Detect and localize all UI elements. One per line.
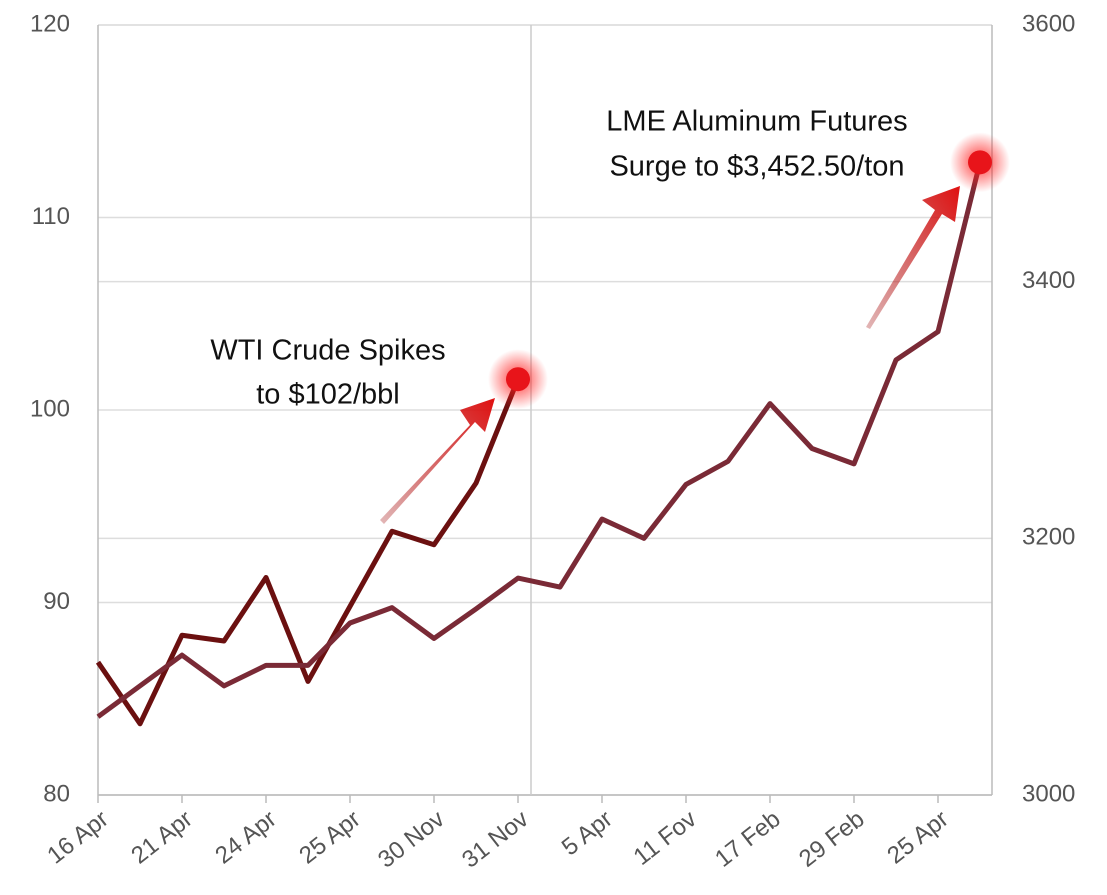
x-tick-label: 21 Apr <box>126 805 197 869</box>
annotation: to $102/bbl <box>256 379 400 411</box>
y-tick-label: 100 <box>30 395 70 422</box>
y-tick-label: 110 <box>32 203 70 230</box>
annotation: WTI Crude Spikes <box>210 335 445 367</box>
x-tick-label: 29 Feb <box>794 805 870 872</box>
x-tick-label: 11 Fov <box>629 805 702 870</box>
x-tick-label: 25 Apr <box>882 805 953 869</box>
y2-tick-label: 3000 <box>1022 780 1075 807</box>
annotation: LME Aluminum Futures <box>606 106 907 138</box>
arrow <box>380 398 495 524</box>
x-tick-label: 24 Apr <box>210 805 281 869</box>
arrow <box>866 186 960 329</box>
x-tick-label: 25 Apr <box>294 805 365 869</box>
x-tick-label: 30 Nov <box>373 805 450 873</box>
y2-tick-label: 3600 <box>1022 10 1075 37</box>
y-tick-label: 90 <box>43 588 70 615</box>
x-tick-label: 17 Feb <box>710 805 786 872</box>
annotation: Surge to $3,452.50/ton <box>609 151 904 183</box>
x-tick-label: 5 Apr <box>557 805 618 861</box>
y-tick-label: 80 <box>43 780 70 807</box>
x-tick-label: 31 Nov <box>457 805 534 873</box>
end-dot <box>506 367 530 392</box>
y-tick-label: 120 <box>30 10 70 37</box>
x-tick-label: 16 Apr <box>42 805 113 869</box>
y2-tick-label: 3400 <box>1022 267 1075 294</box>
y2-tick-label: 3200 <box>1022 524 1075 551</box>
end-dot <box>968 150 992 175</box>
series-line <box>96 161 983 719</box>
